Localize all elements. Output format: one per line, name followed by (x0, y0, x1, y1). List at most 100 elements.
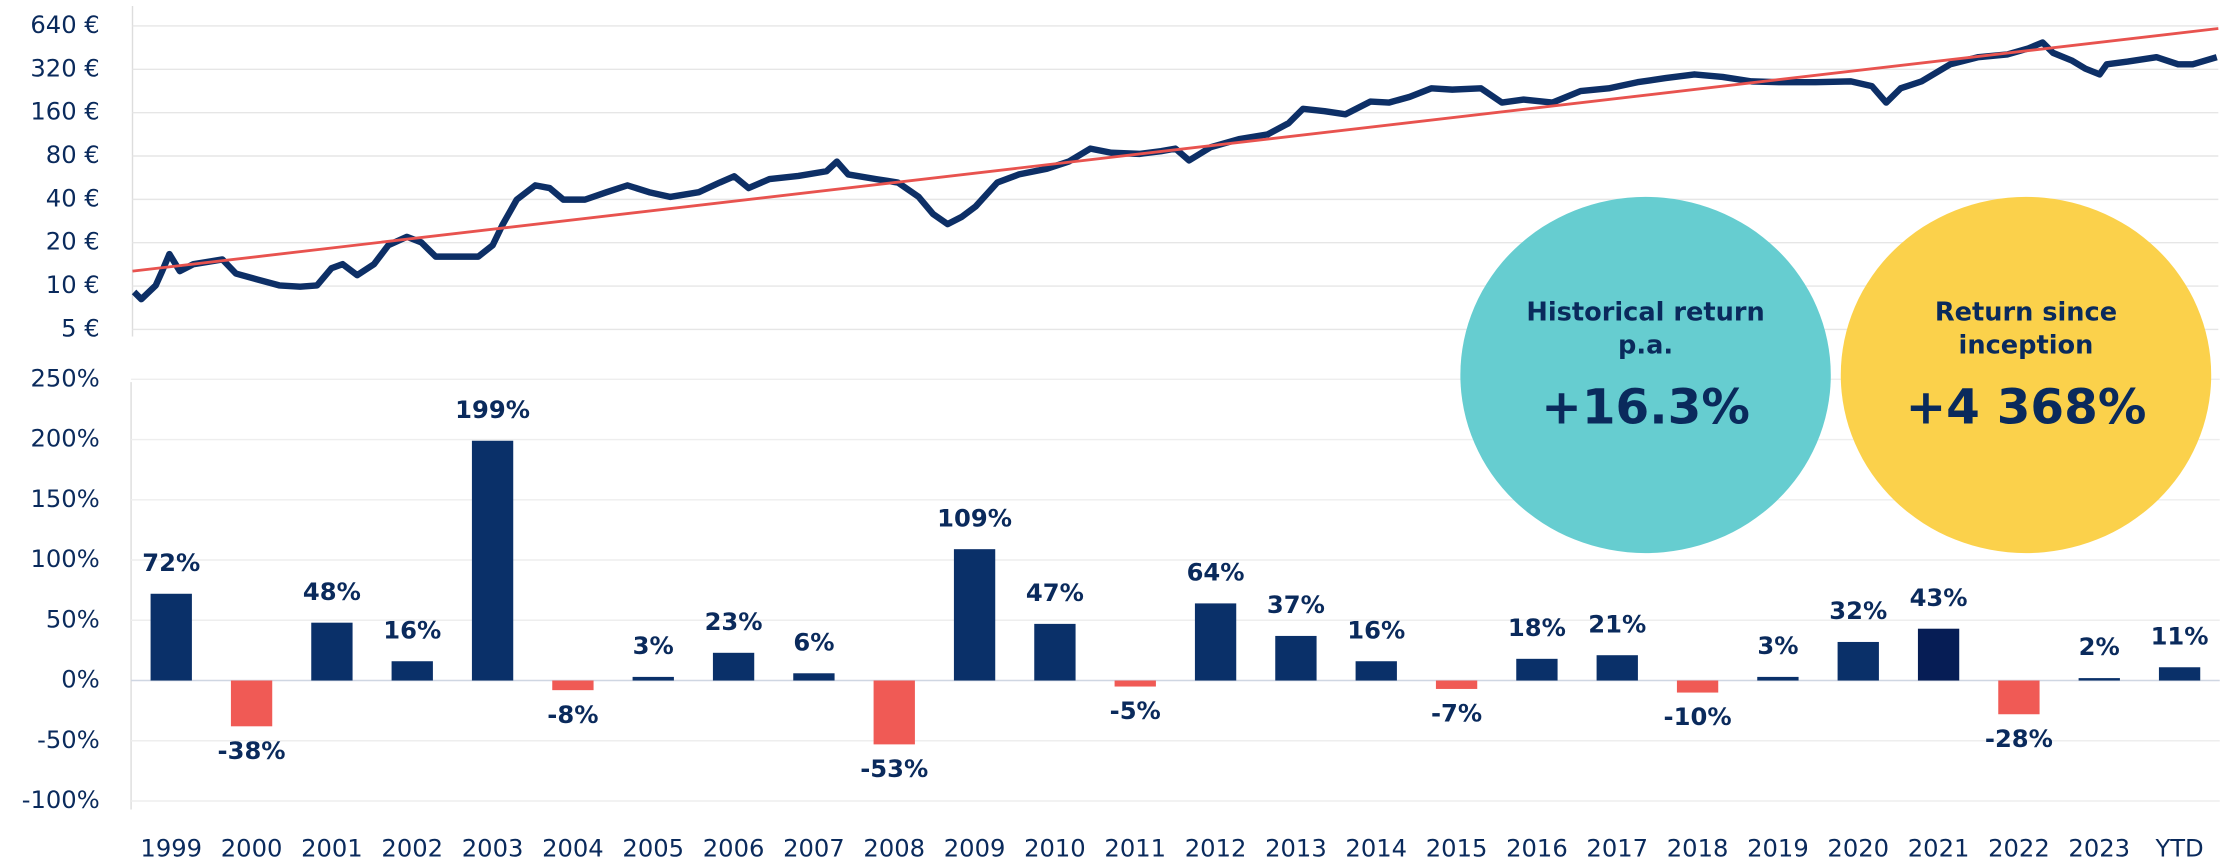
x-tick-label: 2002 (381, 834, 443, 862)
x-tick-label: 2001 (301, 834, 363, 862)
y-tick-label: 160 € (30, 98, 99, 126)
value-label: 16% (1347, 616, 1405, 644)
bar (471, 440, 514, 681)
bar (953, 549, 996, 681)
value-label: -5% (1110, 697, 1161, 725)
y-tick-label: 320 € (30, 54, 99, 82)
value-label: 16% (383, 616, 441, 644)
x-tick-label: 2017 (1586, 834, 1648, 862)
y-tick-label: 50% (46, 605, 100, 633)
bar (2078, 678, 2120, 681)
bar (2158, 667, 2201, 681)
bar (1114, 680, 1156, 687)
bar (150, 593, 192, 681)
bar (1998, 680, 2040, 715)
bar (311, 622, 353, 681)
y-tick-label: 200% (30, 425, 99, 453)
value-label: 72% (142, 549, 200, 577)
value-label: -10% (1664, 703, 1732, 731)
y-tick-label: 20 € (46, 228, 100, 256)
x-tick-label: 2013 (1265, 834, 1327, 862)
x-tick-label: 2008 (863, 834, 925, 862)
bar (1917, 628, 1960, 681)
callout-heading: inception (1959, 331, 2094, 361)
trend-line (132, 27, 2219, 273)
value-label: -53% (860, 755, 928, 783)
x-tick-label: 2021 (1908, 834, 1970, 862)
bar (1676, 680, 1719, 693)
y-tick-label: 10 € (46, 271, 100, 299)
x-tick-label: 2012 (1185, 834, 1247, 862)
value-label: 2% (2079, 633, 2120, 661)
value-label: 3% (1757, 632, 1798, 660)
value-label: 109% (937, 504, 1012, 532)
value-label: 199% (455, 396, 530, 424)
x-tick-label: 2014 (1345, 834, 1407, 862)
x-tick-label: 2007 (783, 834, 845, 862)
x-tick-label: 2009 (944, 834, 1006, 862)
bar (1837, 641, 1879, 681)
value-label: -8% (547, 701, 598, 729)
value-label: -7% (1431, 700, 1482, 728)
bar (230, 680, 273, 727)
callout-heading: Return since (1935, 298, 2117, 328)
x-tick-label: 2004 (542, 834, 604, 862)
value-label: 43% (1910, 584, 1968, 612)
value-label: 47% (1026, 579, 1084, 607)
bar (793, 673, 835, 681)
x-tick-label: 2011 (1104, 834, 1166, 862)
callout-circle (1460, 196, 1831, 554)
value-label: 18% (1508, 614, 1566, 642)
x-tick-label: 2023 (2068, 834, 2130, 862)
x-tick-label: 2005 (622, 834, 684, 862)
y-tick-label: 5 € (61, 314, 100, 342)
value-label: 48% (303, 578, 361, 606)
callout-heading: Historical return (1526, 298, 1764, 328)
y-tick-label: 80 € (46, 141, 100, 169)
x-tick-label: 2020 (1827, 834, 1889, 862)
y-tick-label: 0% (61, 666, 99, 694)
value-label: 64% (1187, 558, 1245, 586)
x-tick-label: 2003 (462, 834, 524, 862)
x-tick-label: 2010 (1024, 834, 1086, 862)
bar (1435, 680, 1478, 689)
value-label: 11% (2151, 622, 2209, 650)
bar (391, 661, 433, 681)
bar (632, 676, 674, 681)
x-tick-label: 2000 (221, 834, 283, 862)
x-tick-label: 2016 (1506, 834, 1568, 862)
x-tick-label: 2022 (1988, 834, 2050, 862)
x-tick-label: 2019 (1747, 834, 1809, 862)
bar (1194, 603, 1237, 681)
value-label: 21% (1588, 610, 1646, 638)
y-tick-label: -100% (22, 786, 100, 814)
bar (1516, 658, 1558, 681)
price-line (131, 39, 2218, 303)
x-tick-label: 1999 (140, 834, 202, 862)
value-label: -28% (1985, 725, 2053, 753)
value-label: 32% (1829, 597, 1887, 625)
value-label: 23% (705, 608, 763, 636)
bar (873, 680, 915, 745)
bar (552, 680, 594, 691)
value-label: 6% (793, 628, 834, 656)
y-tick-label: 100% (30, 545, 99, 573)
x-tick-label: 2006 (703, 834, 765, 862)
value-label: 37% (1267, 591, 1325, 619)
callout-value: +16.3% (1541, 380, 1750, 436)
y-tick-label: 40 € (46, 184, 100, 212)
callout-value: +4 368% (1906, 380, 2147, 436)
y-tick-label: 150% (30, 485, 99, 513)
x-tick-label: YTD (2154, 834, 2203, 862)
x-tick-label: 2015 (1426, 834, 1488, 862)
bar (1034, 623, 1076, 681)
callout-heading: p.a. (1618, 331, 1673, 361)
value-label: -38% (218, 737, 286, 765)
callout-circle (1840, 196, 2212, 554)
x-tick-label: 2018 (1667, 834, 1729, 862)
bar (1275, 635, 1317, 681)
bar (712, 652, 755, 681)
y-tick-label: -50% (37, 726, 100, 754)
y-tick-label: 640 € (30, 11, 99, 39)
